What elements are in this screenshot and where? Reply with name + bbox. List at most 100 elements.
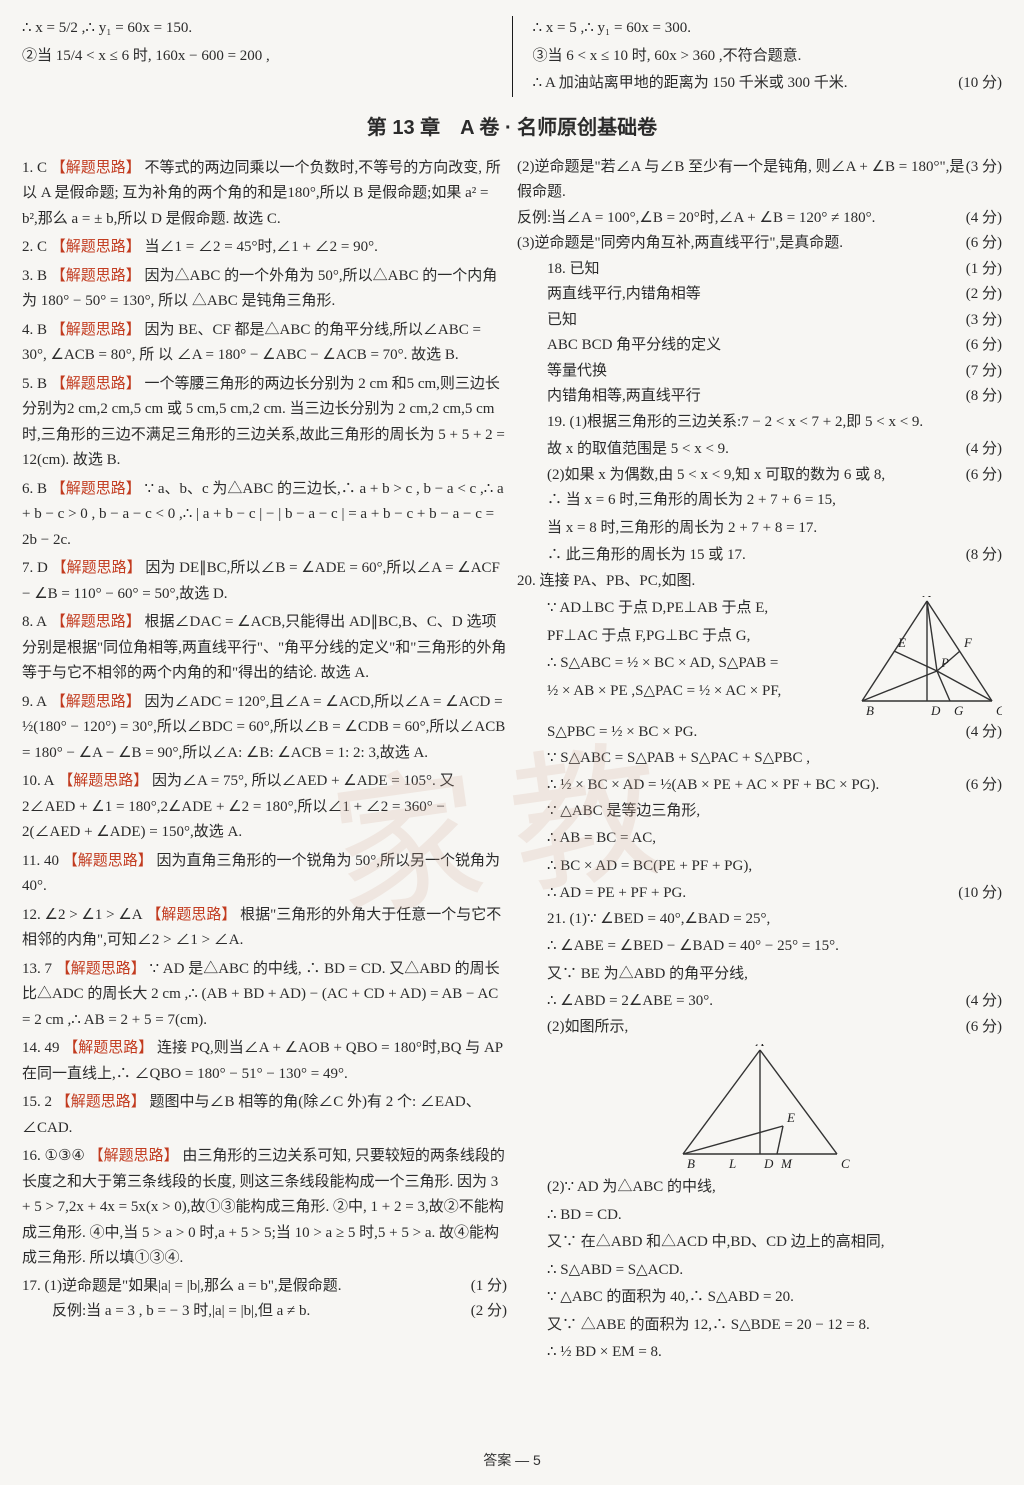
item-number: 15. 2 <box>22 1090 52 1116</box>
score: (4 分) <box>966 989 1002 1015</box>
score: (7 分) <box>966 359 1002 385</box>
item-number: 7. D <box>22 556 48 582</box>
q21b-head: (2)如图所示, <box>547 1015 628 1041</box>
solution-key: 【解题思路】 <box>51 238 141 255</box>
svg-text:D: D <box>930 703 941 716</box>
solution-key: 【解题思路】 <box>63 1039 153 1056</box>
q17-text: 17. (1)逆命题是"如果|a| = |b|,那么 a = b",是假命题. <box>22 1274 341 1300</box>
q20-last: ∴ AD = PE + PF + PG. <box>547 881 686 907</box>
solution-line: 等量代换(7 分) <box>517 359 1002 385</box>
solution-key: 【解题思路】 <box>56 1093 146 1110</box>
q20-text: ∵ S△ABC = S△PAB + S△PAC + S△PBC , <box>517 746 1002 772</box>
solution-line: 18. 已知(1 分) <box>517 257 1002 283</box>
svg-text:E: E <box>786 1110 795 1125</box>
score: (1 分) <box>471 1274 507 1300</box>
score: (2 分) <box>966 282 1002 308</box>
svg-text:P: P <box>940 655 949 670</box>
item-number: 2. C <box>22 235 47 261</box>
solution-line: (2)∵ AD 为△ABC 的中线, <box>517 1175 1002 1201</box>
solution-key: 【解题思路】 <box>58 772 148 789</box>
score: (10 分) <box>958 881 1002 907</box>
solution-item: 10. A 【解题思路】 因为∠A = 75°, 所以∠AED + ∠ADE =… <box>22 768 507 846</box>
solutions: 1. C 【解题思路】 不等式的两边同乘以一个负数时,不等号的方向改变, 所以 … <box>22 155 1002 1368</box>
svg-text:E: E <box>897 635 906 650</box>
item-body: 由三角形的三边关系可知, 只要较短的两条线段的长度之和大于第三条线段的长度, 则… <box>22 1148 505 1266</box>
solution-key: 【解题思路】 <box>63 852 153 869</box>
top-carryover: ∴ x = 5/2 ,∴ y₁ = 60x = 150. ②当 15/4 < x… <box>22 16 1002 97</box>
solution-item: 12. ∠2 > ∠1 > ∠A 【解题思路】 根据"三角形的外角大于任意一个与… <box>22 902 507 954</box>
score: (6 分) <box>966 1015 1002 1041</box>
top-right-line: ③当 6 < x ≤ 10 时, 60x > 360 ,不符合题意. <box>533 44 1003 70</box>
item-number: 14. 49 <box>22 1036 60 1062</box>
score: (2 分) <box>471 1299 507 1325</box>
solution-line: ∴ BD = CD. <box>517 1203 1002 1229</box>
q20-head: 20. 连接 PA、PB、PC,如图. <box>517 569 1002 595</box>
score: (4 分) <box>966 720 1002 746</box>
q20-text: ∴ ½ × BC × AD = ½(AB × PE + AC × PF + BC… <box>547 773 879 799</box>
solution-line: 两直线平行,内错角相等(2 分) <box>517 282 1002 308</box>
q17-text: 反例:当 a = 3 , b = − 3 时,|a| = |b|,但 a ≠ b… <box>52 1299 310 1325</box>
solution-line: ∴ 此三角形的周长为 15 或 17.(8 分) <box>517 543 1002 569</box>
solution-line: 已知(3 分) <box>517 308 1002 334</box>
solution-line: 故 x 的取值范围是 5 < x < 9.(4 分) <box>517 437 1002 463</box>
solution-line: 内错角相等,两直线平行(8 分) <box>517 384 1002 410</box>
svg-text:A: A <box>922 596 931 600</box>
score: (4 分) <box>966 206 1002 232</box>
item-number: 9. A <box>22 690 47 716</box>
item-number: 13. 7 <box>22 957 52 983</box>
solution-line: 当 x = 8 时,三角形的周长为 2 + 7 + 8 = 17. <box>517 516 1002 542</box>
solution-key: 【解题思路】 <box>56 960 146 977</box>
svg-text:M: M <box>780 1156 793 1169</box>
svg-text:L: L <box>728 1156 736 1169</box>
solution-line: ∴ S△ABD = S△ACD. <box>517 1258 1002 1284</box>
svg-text:A: A <box>755 1044 764 1049</box>
top-right-last: ∴ A 加油站离甲地的距离为 150 千米或 300 千米. <box>533 71 848 97</box>
vertical-divider <box>512 16 513 97</box>
svg-text:B: B <box>687 1156 695 1169</box>
solution-line: ∴ 当 x = 6 时,三角形的周长为 2 + 7 + 6 = 15, <box>517 488 1002 514</box>
score: (8 分) <box>966 384 1002 410</box>
solution-item: 8. A 【解题思路】 根据∠DAC = ∠ACB,只能得出 AD∥BC,B、C… <box>22 609 507 687</box>
solution-item: 3. B 【解题思路】 因为△ABC 的一个外角为 50°,所以△ABC 的一个… <box>22 263 507 315</box>
solution-key: 【解题思路】 <box>52 559 142 576</box>
figure-q21: ABCDLME <box>665 1044 855 1169</box>
score: (6 分) <box>966 463 1002 489</box>
solution-item: 4. B 【解题思路】 因为 BE、CF 都是△ABC 的角平分线,所以∠ABC… <box>22 317 507 369</box>
right-column: (2)逆命题是"若∠A 与∠B 至少有一个是钝角, 则∠A + ∠B = 180… <box>517 155 1002 1368</box>
solution-item: 15. 2 【解题思路】 题图中与∠B 相等的角(除∠C 外)有 2 个: ∠E… <box>22 1089 507 1141</box>
solution-item: 11. 40 【解题思路】 因为直角三角形的一个锐角为 50°,所以另一个锐角为… <box>22 848 507 900</box>
solution-key: 【解题思路】 <box>51 613 141 630</box>
score: (1 分) <box>966 257 1002 283</box>
solution-line: ABC BCD 角平分线的定义(6 分) <box>517 333 1002 359</box>
score: (3 分) <box>966 155 1002 206</box>
top-right-line: ∴ x = 5 ,∴ y₁ = 60x = 300. <box>533 16 1003 42</box>
top-left-line: ∴ x = 5/2 ,∴ y₁ = 60x = 150. <box>22 16 492 42</box>
score: (4 分) <box>966 437 1002 463</box>
solution-line: ∵ △ABC 的面积为 40,∴ S△ABD = 20. <box>517 1285 1002 1311</box>
svg-text:B: B <box>866 703 874 716</box>
chapter-title: 第 13 章 A 卷 · 名师原创基础卷 <box>22 111 1002 145</box>
solution-line: ∵ △ABC 是等边三角形, <box>517 799 1002 825</box>
item-number: 12. ∠2 > ∠1 > ∠A <box>22 903 143 929</box>
figure-q20: ABCDGEFP <box>852 596 1002 716</box>
svg-text:G: G <box>954 703 964 716</box>
solution-line: (2)如果 x 为偶数,由 5 < x < 9,知 x 可取的数为 6 或 8,… <box>517 463 1002 489</box>
item-body: 当∠1 = ∠2 = 45°时,∠1 + ∠2 = 90°. <box>145 239 378 255</box>
item-number: 6. B <box>22 477 47 503</box>
solution-line: ∴ ½ BD × EM = 8. <box>517 1340 1002 1366</box>
solution-item: 16. ①③④ 【解题思路】 由三角形的三边关系可知, 只要较短的两条线段的长度… <box>22 1143 507 1272</box>
page-footer: 答案 — 5 <box>0 1449 1024 1473</box>
solution-line: (3)逆命题是"同旁内角互补,两直线平行",是真命题.(6 分) <box>517 231 1002 257</box>
solution-item: 2. C 【解题思路】 当∠1 = ∠2 = 45°时,∠1 + ∠2 = 90… <box>22 234 507 261</box>
top-left-col: ∴ x = 5/2 ,∴ y₁ = 60x = 150. ②当 15/4 < x… <box>22 16 492 97</box>
item-number: 10. A <box>22 769 55 795</box>
solution-line: ∴ ∠ABE = ∠BED − ∠BAD = 40° − 25° = 15°. <box>517 934 1002 960</box>
solution-line: 21. (1)∵ ∠BED = 40°,∠BAD = 25°, <box>517 907 1002 933</box>
solution-item: 5. B 【解题思路】 一个等腰三角形的两边长分别为 2 cm 和5 cm,则三… <box>22 371 507 474</box>
solution-key: 【解题思路】 <box>51 321 141 338</box>
solution-line: ∴ AB = BC = AC, <box>517 826 1002 852</box>
solution-item: 7. D 【解题思路】 因为 DE∥BC,所以∠B = ∠ADE = 60°,所… <box>22 555 507 607</box>
solution-item: 9. A 【解题思路】 因为∠ADC = 120°,且∠A = ∠ACD,所以∠… <box>22 689 507 767</box>
solution-item: 14. 49 【解题思路】 连接 PQ,则当∠A + ∠AOB + QBO = … <box>22 1035 507 1087</box>
score: (6 分) <box>966 231 1002 257</box>
